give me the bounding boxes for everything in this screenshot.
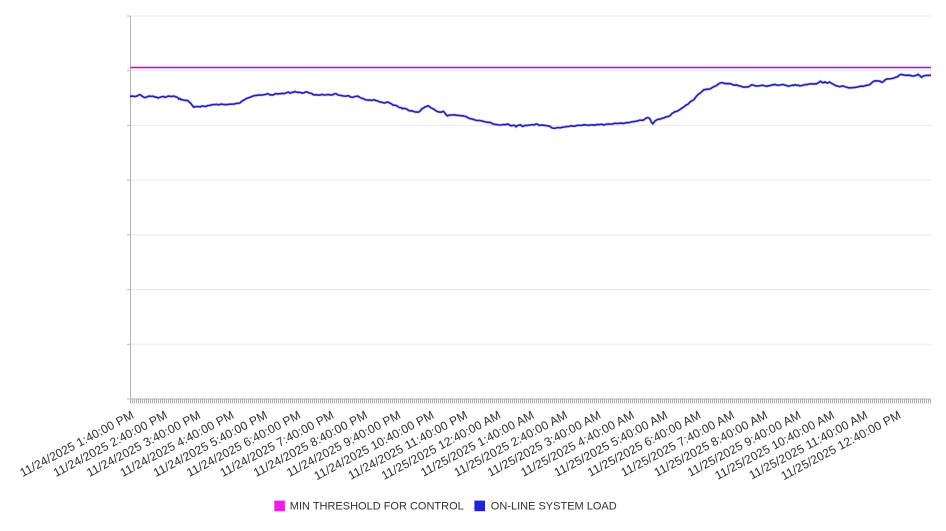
svg-text:ON-LINE SYSTEM LOAD: ON-LINE SYSTEM LOAD xyxy=(491,501,617,513)
svg-text:MIN THRESHOLD FOR CONTROL: MIN THRESHOLD FOR CONTROL xyxy=(290,501,464,513)
